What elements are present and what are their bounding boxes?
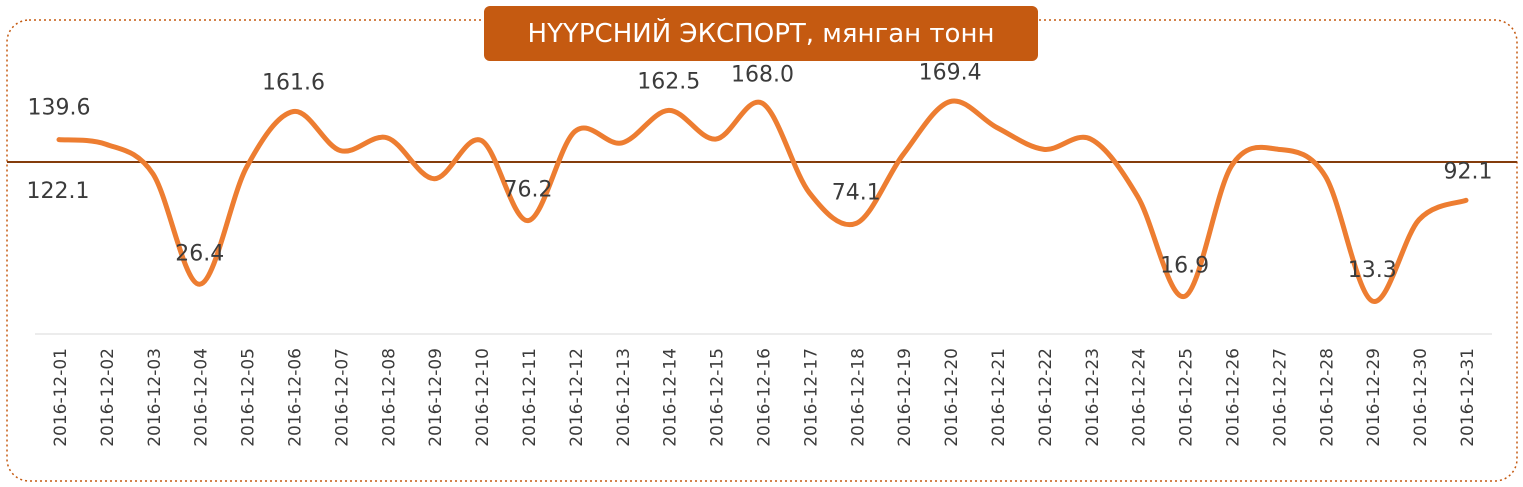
data-point-2016-12-24	[1135, 194, 1141, 200]
data-point-2016-12-01	[56, 137, 62, 143]
data-point-2016-12-06	[291, 109, 297, 115]
x-tick-2016-12-09: 2016-12-09	[426, 348, 446, 447]
data-point-2016-12-13	[619, 140, 625, 146]
data-point-2016-12-27	[1275, 146, 1281, 152]
data-label-2016-12-25: 16.9	[1160, 253, 1209, 278]
x-tick-2016-12-21: 2016-12-21	[989, 348, 1009, 447]
x-tick-2016-12-30: 2016-12-30	[1411, 348, 1431, 447]
data-point-2016-12-03	[150, 171, 156, 177]
data-point-2016-12-12	[572, 128, 578, 134]
chart-title: НҮҮРСНИЙ ЭКСПОРТ, мянган тонн	[484, 6, 1038, 61]
data-label-2016-12-14: 162.5	[637, 69, 700, 94]
data-point-2016-12-15	[713, 136, 719, 142]
data-label-2016-12-18: 74.1	[832, 180, 881, 205]
x-tick-2016-12-12: 2016-12-12	[567, 348, 587, 447]
data-label-2016-12-16: 168.0	[731, 62, 794, 87]
data-point-2016-12-22	[1041, 146, 1047, 152]
x-tick-2016-12-01: 2016-12-01	[51, 348, 71, 447]
x-tick-2016-12-22: 2016-12-22	[1036, 348, 1056, 447]
x-tick-2016-12-28: 2016-12-28	[1317, 348, 1337, 447]
x-tick-2016-12-11: 2016-12-11	[520, 348, 540, 447]
x-tick-2016-12-20: 2016-12-20	[942, 348, 962, 447]
data-point-2016-12-19	[900, 151, 906, 157]
x-tick-2016-12-27: 2016-12-27	[1270, 348, 1290, 447]
x-tick-2016-12-05: 2016-12-05	[239, 348, 259, 447]
x-tick-2016-12-08: 2016-12-08	[379, 348, 399, 447]
data-point-2016-12-28	[1322, 173, 1328, 179]
x-tick-2016-12-10: 2016-12-10	[473, 348, 493, 447]
x-tick-2016-12-06: 2016-12-06	[286, 348, 306, 447]
data-label-2016-12-06: 161.6	[262, 71, 325, 96]
average-label: 122.1	[27, 179, 90, 204]
x-tick-2016-12-16: 2016-12-16	[755, 348, 775, 447]
data-point-2016-12-29	[1369, 298, 1375, 304]
data-point-2016-12-11	[525, 218, 531, 224]
data-label-2016-12-11: 76.2	[504, 178, 553, 203]
data-label-2016-12-31: 92.1	[1444, 159, 1493, 184]
x-tick-2016-12-31: 2016-12-31	[1458, 348, 1478, 447]
x-tick-2016-12-29: 2016-12-29	[1364, 348, 1384, 447]
data-point-2016-12-02	[103, 141, 109, 147]
data-point-2016-12-08	[384, 135, 390, 141]
data-label-2016-12-29: 13.3	[1348, 258, 1397, 283]
x-tick-2016-12-19: 2016-12-19	[895, 348, 915, 447]
x-tick-2016-12-13: 2016-12-13	[614, 348, 634, 447]
data-labels: 139.6 26.4 161.6 76.2 162.5 168.0 74.1 169.4 16.…	[28, 61, 1493, 283]
export-series-line	[56, 98, 1469, 304]
data-label-2016-12-01: 139.6	[28, 96, 91, 121]
x-tick-2016-12-17: 2016-12-17	[801, 348, 821, 447]
data-point-2016-12-20	[947, 99, 953, 105]
data-point-2016-12-14	[666, 107, 672, 113]
data-point-2016-12-18	[853, 220, 859, 226]
data-point-2016-12-05	[244, 164, 250, 170]
x-tick-2016-12-02: 2016-12-02	[98, 348, 118, 447]
data-point-2016-12-31	[1463, 197, 1469, 203]
data-point-2016-12-04	[197, 281, 203, 287]
data-point-2016-12-09	[431, 176, 437, 182]
x-tick-2016-12-03: 2016-12-03	[145, 348, 165, 447]
data-point-2016-12-30	[1416, 217, 1422, 223]
data-point-2016-12-26	[1229, 163, 1235, 169]
x-tick-2016-12-25: 2016-12-25	[1177, 348, 1197, 447]
x-tick-2016-12-15: 2016-12-15	[708, 348, 728, 447]
data-point-2016-12-25	[1182, 293, 1188, 299]
x-tick-2016-12-07: 2016-12-07	[332, 348, 352, 447]
data-point-2016-12-16	[760, 100, 766, 106]
data-label-2016-12-04: 26.4	[175, 241, 224, 266]
x-tick-2016-12-18: 2016-12-18	[848, 348, 868, 447]
x-tick-2016-12-24: 2016-12-24	[1130, 348, 1150, 447]
data-point-2016-12-07	[337, 148, 343, 154]
x-tick-2016-12-26: 2016-12-26	[1224, 348, 1244, 447]
chart-title-text: НҮҮРСНИЙ ЭКСПОРТ, мянган тонн	[527, 18, 995, 49]
data-point-2016-12-23	[1088, 136, 1094, 142]
x-tick-2016-12-14: 2016-12-14	[661, 348, 681, 447]
chart-border	[6, 19, 1518, 482]
data-point-2016-12-10	[478, 137, 484, 143]
x-tick-labels: 2016-12-01 2016-12-02 2016-12-03 2016-12-04…	[51, 348, 1478, 447]
data-point-2016-12-17	[806, 190, 812, 196]
data-point-2016-12-21	[994, 125, 1000, 131]
x-tick-2016-12-04: 2016-12-04	[192, 348, 212, 447]
x-tick-2016-12-23: 2016-12-23	[1083, 348, 1103, 447]
data-label-2016-12-20: 169.4	[919, 61, 982, 86]
